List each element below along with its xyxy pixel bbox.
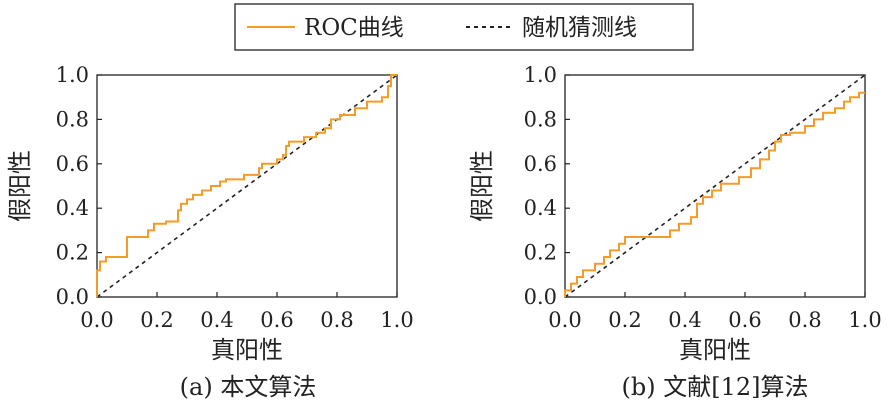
random-guess-line xyxy=(564,74,866,298)
legend-random-label: 随机猜测线 xyxy=(522,15,637,41)
y-tick-label: 0.6 xyxy=(524,152,557,176)
roc-curve xyxy=(96,74,397,297)
x-tick-label: 0.0 xyxy=(548,308,581,332)
y-tick-label: 0.8 xyxy=(56,107,89,131)
y-tick-label: 1.0 xyxy=(56,63,89,87)
chart-panel-b: 0.0 0.2 0.4 0.6 0.8 1.0 0.0 0.2 0.4 0.6 0.8 1.0 真阳性… xyxy=(468,63,882,401)
x-tick-label: 0.4 xyxy=(668,308,701,332)
legend-box xyxy=(234,3,694,51)
x-tick-label: 1.0 xyxy=(848,308,881,332)
x-tick-label: 0.6 xyxy=(260,308,293,332)
x-tick-label: 0.8 xyxy=(788,308,821,332)
y-axis-label: 假阳性 xyxy=(6,150,34,222)
x-tick-label: 0.2 xyxy=(140,308,173,332)
y-tick-label: 1.0 xyxy=(524,63,557,87)
y-tick-label: 0.4 xyxy=(524,196,557,220)
y-tick-label: 0.8 xyxy=(524,107,557,131)
y-tick-label: 0.2 xyxy=(56,241,89,265)
x-tick-label: 0.2 xyxy=(608,308,641,332)
y-tick-label: 0.0 xyxy=(56,285,89,309)
legend-roc-label: ROC曲线 xyxy=(304,15,404,41)
plot-area-frame xyxy=(96,74,398,298)
y-tick-label: 0.0 xyxy=(524,285,557,309)
x-tick-label: 0.4 xyxy=(200,308,233,332)
x-tick-label: 0.6 xyxy=(728,308,761,332)
x-axis-label: 真阳性 xyxy=(211,336,283,364)
x-tick-label: 0.8 xyxy=(320,308,353,332)
panel-caption: (b) 文献[12]算法 xyxy=(622,373,809,401)
y-tick-label: 0.4 xyxy=(56,196,89,220)
y-axis-label: 假阳性 xyxy=(468,150,496,222)
random-guess-line xyxy=(96,74,398,298)
x-tick-label: 0.0 xyxy=(80,308,113,332)
x-axis-label: 真阳性 xyxy=(679,336,751,364)
plot-area-frame xyxy=(564,74,866,298)
roc-curve xyxy=(564,91,865,297)
chart-panel-a: 0.0 0.2 0.4 0.6 0.8 1.0 0.0 0.2 0.4 0.6 0.8 1.0 真阳性… xyxy=(6,63,414,401)
legend: ROC曲线 随机猜测线 xyxy=(234,3,694,51)
y-tick-label: 0.6 xyxy=(56,152,89,176)
y-tick-label: 0.2 xyxy=(524,241,557,265)
x-tick-label: 1.0 xyxy=(380,308,413,332)
panel-caption: (a) 本文算法 xyxy=(180,373,317,401)
